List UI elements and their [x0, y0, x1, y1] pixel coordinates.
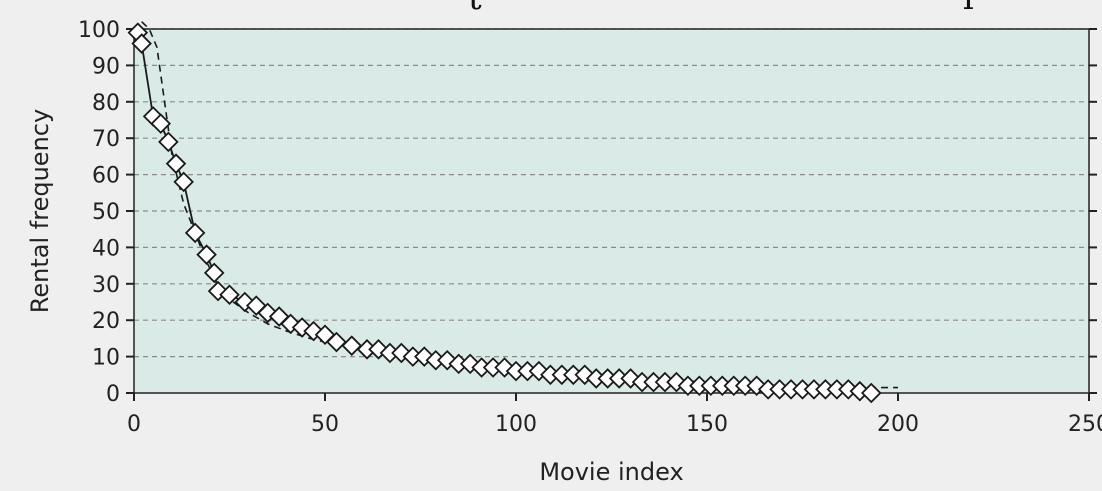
- series: [127, 21, 898, 404]
- y-tick-label: 90: [92, 54, 120, 79]
- diamond-marker: [165, 153, 187, 174]
- diamond-marker: [131, 33, 152, 54]
- y-tick-label: 70: [92, 127, 120, 152]
- y-axis-title: Rental frequency: [26, 109, 54, 313]
- x-axis-title: Movie index: [539, 458, 683, 486]
- y-tick-label: 20: [92, 309, 120, 334]
- diamond-marker: [326, 331, 347, 353]
- x-tick-label: 150: [686, 412, 728, 437]
- diamond-marker: [184, 222, 206, 244]
- tick-labels: 0 10 20 30 40 50 60 70 80 90 100 0 50 100 150 200 250: [78, 18, 1102, 437]
- x-tick-label: 0: [127, 412, 141, 437]
- diamond-marker: [196, 244, 217, 265]
- y-tick-label: 30: [92, 273, 120, 298]
- diamond-marker: [173, 171, 194, 193]
- diamond-marker: [494, 357, 515, 378]
- axes: [126, 28, 1097, 401]
- diamond-marker: [203, 262, 225, 284]
- x-tick-label: 250: [1068, 412, 1102, 437]
- header-fragment-left: t: [468, 0, 482, 18]
- diamond-marker: [158, 131, 179, 153]
- y-tick-label: 100: [78, 18, 120, 43]
- diamond-marker: [219, 284, 240, 305]
- x-tick-label: 100: [495, 412, 537, 437]
- header-fragment-right: l: [963, 0, 974, 18]
- diamond-marker: [860, 382, 882, 404]
- y-tick-label: 10: [92, 346, 120, 371]
- y-tick-label: 80: [92, 91, 120, 116]
- x-tick-label: 50: [311, 412, 339, 437]
- y-tick-label: 0: [106, 382, 120, 407]
- diamond-marker: [150, 113, 172, 134]
- y-tick-label: 40: [92, 236, 120, 261]
- diamond-marker: [341, 335, 363, 356]
- y-tick-label: 60: [92, 164, 120, 189]
- x-tick-label: 200: [877, 412, 919, 437]
- y-tick-label: 50: [92, 200, 120, 225]
